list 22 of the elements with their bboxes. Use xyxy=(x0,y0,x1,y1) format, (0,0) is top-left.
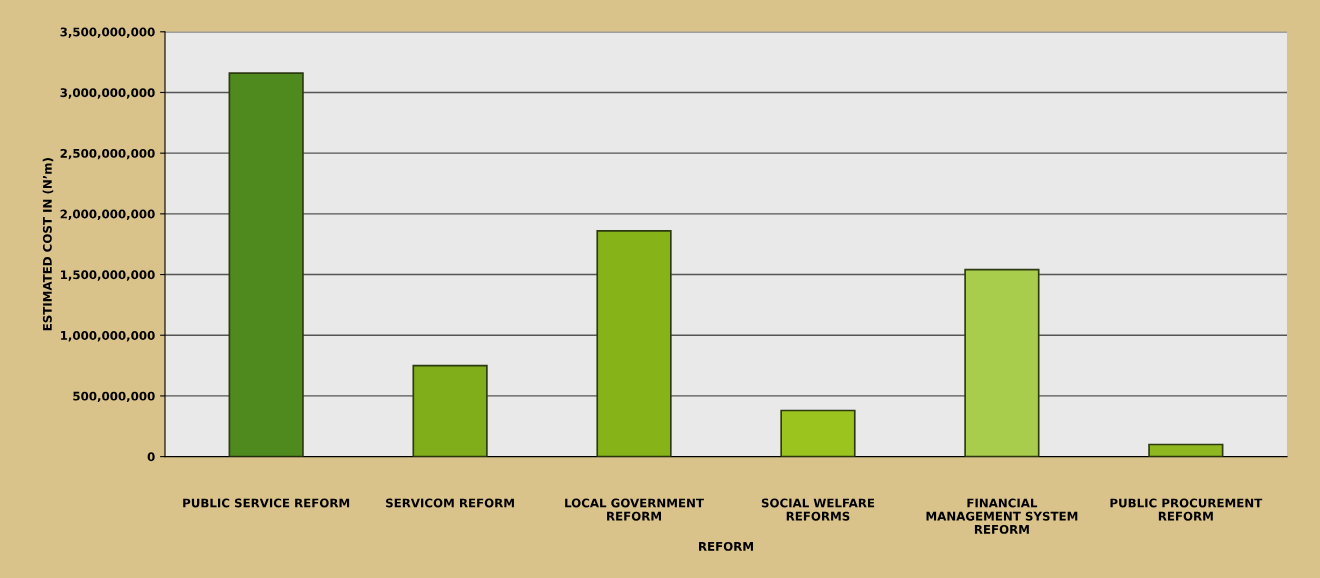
bar xyxy=(596,230,672,457)
bar xyxy=(964,268,1040,457)
x-axis-title: REFORM xyxy=(699,541,753,551)
x-tick-label: PUBLIC PROCUREMENT REFORM xyxy=(1110,498,1263,521)
y-tick-label: 1,500,000,000 xyxy=(61,270,155,281)
x-tick-label: LOCAL GOVERNMENT REFORM xyxy=(565,498,704,521)
y-axis-title: ESTIMATED COST IN (N’m) xyxy=(42,158,54,331)
y-tick-label: 500,000,000 xyxy=(73,391,155,403)
y-tick-label: 3,000,000,000 xyxy=(60,88,155,99)
y-tick-label: 1,000,000,000 xyxy=(61,330,155,342)
bar xyxy=(780,409,856,457)
y-tick-label: 2,000,000,000 xyxy=(60,209,155,221)
x-tick-label: SOCIAL WELFARE REFORMS xyxy=(761,498,875,521)
x-tick-label: FINANCIAL MANAGEMENT SYSTEM REFORM xyxy=(926,498,1078,534)
bar xyxy=(228,72,304,457)
y-tick-label: 2,500,000,000 xyxy=(60,148,155,160)
x-tick-label: SERVICOM REFORM xyxy=(386,498,514,508)
bar xyxy=(1148,443,1224,457)
bar xyxy=(412,364,488,457)
x-tick-label: PUBLIC SERVICE REFORM xyxy=(183,498,350,508)
y-tick-label: 3,500,000,000 xyxy=(60,27,155,38)
y-tick-label: 0 xyxy=(147,452,155,462)
